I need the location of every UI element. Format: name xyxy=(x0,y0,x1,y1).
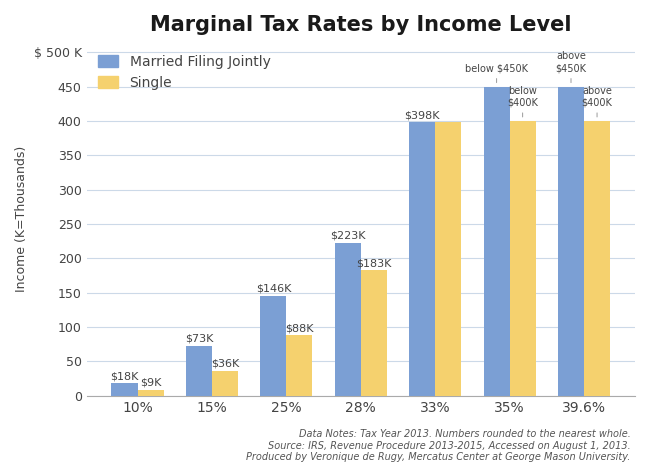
Bar xyxy=(510,121,536,396)
Text: $398K: $398K xyxy=(404,110,440,120)
Text: $18K: $18K xyxy=(111,371,138,382)
Title: Marginal Tax Rates by Income Level: Marginal Tax Rates by Income Level xyxy=(150,15,571,35)
Legend: Married Filing Jointly, Single: Married Filing Jointly, Single xyxy=(92,49,276,95)
Bar xyxy=(212,371,238,396)
Text: above
$450K: above $450K xyxy=(556,51,586,83)
Bar xyxy=(409,122,436,396)
Bar xyxy=(584,121,610,396)
Bar xyxy=(361,270,387,396)
Text: $88K: $88K xyxy=(285,323,314,333)
Bar xyxy=(186,346,212,396)
Text: above
$400K: above $400K xyxy=(582,86,612,117)
Y-axis label: Income (K=Thousands): Income (K=Thousands) xyxy=(15,146,28,292)
Text: $36K: $36K xyxy=(211,359,239,369)
Bar xyxy=(436,122,461,396)
Text: $146K: $146K xyxy=(255,283,291,293)
Text: below $450K: below $450K xyxy=(465,63,528,83)
Text: $183K: $183K xyxy=(356,258,391,268)
Text: $223K: $223K xyxy=(330,231,365,241)
Bar xyxy=(335,243,361,396)
Bar xyxy=(558,87,584,396)
Bar xyxy=(260,296,287,396)
Bar xyxy=(138,389,164,396)
Text: $73K: $73K xyxy=(185,333,213,344)
Bar xyxy=(287,335,313,396)
Text: $9K: $9K xyxy=(140,377,161,388)
Text: Data Notes: Tax Year 2013. Numbers rounded to the nearest whole.
Source: IRS, Re: Data Notes: Tax Year 2013. Numbers round… xyxy=(246,429,630,462)
Bar xyxy=(111,383,138,396)
Bar xyxy=(484,87,510,396)
Text: below
$400K: below $400K xyxy=(507,86,538,117)
